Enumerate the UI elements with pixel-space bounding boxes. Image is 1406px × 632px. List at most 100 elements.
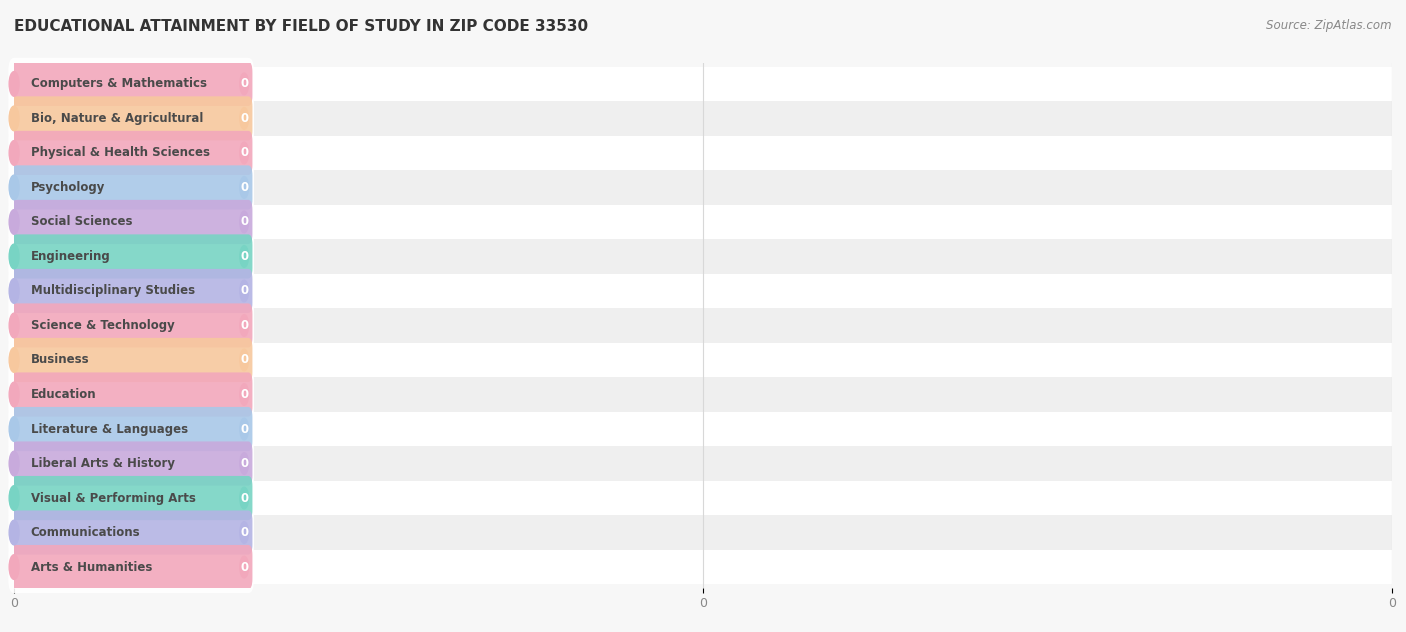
Bar — [14, 446, 1392, 481]
Text: Engineering: Engineering — [31, 250, 110, 263]
Text: Business: Business — [31, 353, 89, 367]
FancyBboxPatch shape — [8, 196, 254, 248]
Circle shape — [10, 244, 18, 269]
Circle shape — [10, 71, 18, 96]
Text: 0: 0 — [240, 423, 249, 435]
Text: Bio, Nature & Agricultural: Bio, Nature & Agricultural — [31, 112, 202, 125]
Circle shape — [10, 555, 18, 580]
Text: 0: 0 — [240, 526, 249, 539]
Text: Communications: Communications — [31, 526, 141, 539]
Bar — [14, 274, 1392, 308]
Circle shape — [10, 106, 18, 131]
Text: Multidisciplinary Studies: Multidisciplinary Studies — [31, 284, 194, 298]
Circle shape — [10, 140, 18, 165]
FancyBboxPatch shape — [8, 161, 254, 214]
FancyBboxPatch shape — [10, 338, 253, 382]
Text: 0: 0 — [240, 561, 249, 574]
Text: 0: 0 — [240, 457, 249, 470]
Text: 0: 0 — [240, 250, 249, 263]
FancyBboxPatch shape — [10, 96, 253, 140]
Circle shape — [240, 453, 249, 475]
FancyBboxPatch shape — [8, 300, 254, 351]
Text: Social Sciences: Social Sciences — [31, 216, 132, 228]
Bar — [14, 481, 1392, 515]
Circle shape — [240, 315, 249, 336]
Circle shape — [240, 211, 249, 233]
Circle shape — [10, 382, 18, 407]
Text: 0: 0 — [240, 147, 249, 159]
FancyBboxPatch shape — [8, 368, 254, 420]
Circle shape — [240, 246, 249, 267]
Text: 0: 0 — [240, 388, 249, 401]
Circle shape — [10, 279, 18, 303]
Text: Physical & Health Sciences: Physical & Health Sciences — [31, 147, 209, 159]
Circle shape — [240, 176, 249, 198]
FancyBboxPatch shape — [10, 166, 253, 210]
Circle shape — [10, 348, 18, 372]
Text: Science & Technology: Science & Technology — [31, 319, 174, 332]
Bar — [14, 343, 1392, 377]
FancyBboxPatch shape — [10, 407, 253, 451]
Text: Liberal Arts & History: Liberal Arts & History — [31, 457, 174, 470]
FancyBboxPatch shape — [8, 541, 254, 593]
Text: 0: 0 — [240, 319, 249, 332]
Circle shape — [240, 418, 249, 440]
FancyBboxPatch shape — [8, 58, 254, 110]
FancyBboxPatch shape — [10, 131, 253, 175]
Text: Arts & Humanities: Arts & Humanities — [31, 561, 152, 574]
Circle shape — [10, 486, 18, 511]
Circle shape — [240, 522, 249, 544]
Circle shape — [240, 487, 249, 509]
Circle shape — [10, 175, 18, 200]
Bar — [14, 170, 1392, 205]
FancyBboxPatch shape — [10, 269, 253, 313]
Text: EDUCATIONAL ATTAINMENT BY FIELD OF STUDY IN ZIP CODE 33530: EDUCATIONAL ATTAINMENT BY FIELD OF STUDY… — [14, 19, 588, 34]
Bar — [14, 550, 1392, 585]
Text: Computers & Mathematics: Computers & Mathematics — [31, 77, 207, 90]
Text: 0: 0 — [240, 77, 249, 90]
Circle shape — [240, 107, 249, 129]
Text: Literature & Languages: Literature & Languages — [31, 423, 188, 435]
FancyBboxPatch shape — [8, 403, 254, 455]
Bar — [14, 205, 1392, 239]
FancyBboxPatch shape — [8, 437, 254, 490]
FancyBboxPatch shape — [8, 92, 254, 145]
Circle shape — [10, 520, 18, 545]
FancyBboxPatch shape — [10, 234, 253, 279]
FancyBboxPatch shape — [10, 511, 253, 555]
Text: 0: 0 — [240, 492, 249, 504]
Bar — [14, 66, 1392, 101]
FancyBboxPatch shape — [10, 372, 253, 416]
Circle shape — [240, 73, 249, 95]
Bar — [14, 308, 1392, 343]
FancyBboxPatch shape — [8, 506, 254, 559]
FancyBboxPatch shape — [8, 472, 254, 524]
Circle shape — [240, 556, 249, 578]
Circle shape — [240, 280, 249, 301]
Circle shape — [240, 349, 249, 371]
Circle shape — [10, 451, 18, 476]
Circle shape — [10, 210, 18, 234]
FancyBboxPatch shape — [10, 200, 253, 244]
FancyBboxPatch shape — [8, 231, 254, 283]
FancyBboxPatch shape — [10, 62, 253, 106]
Circle shape — [240, 384, 249, 405]
FancyBboxPatch shape — [10, 303, 253, 348]
FancyBboxPatch shape — [10, 441, 253, 485]
Bar — [14, 239, 1392, 274]
Text: Source: ZipAtlas.com: Source: ZipAtlas.com — [1267, 19, 1392, 32]
Bar — [14, 136, 1392, 170]
FancyBboxPatch shape — [8, 127, 254, 179]
Bar — [14, 101, 1392, 136]
Text: Visual & Performing Arts: Visual & Performing Arts — [31, 492, 195, 504]
Circle shape — [10, 416, 18, 441]
Text: Education: Education — [31, 388, 96, 401]
FancyBboxPatch shape — [8, 265, 254, 317]
Text: Psychology: Psychology — [31, 181, 105, 194]
Text: 0: 0 — [240, 181, 249, 194]
FancyBboxPatch shape — [10, 545, 253, 589]
FancyBboxPatch shape — [8, 334, 254, 386]
Bar — [14, 412, 1392, 446]
Circle shape — [240, 142, 249, 164]
Text: 0: 0 — [240, 284, 249, 298]
